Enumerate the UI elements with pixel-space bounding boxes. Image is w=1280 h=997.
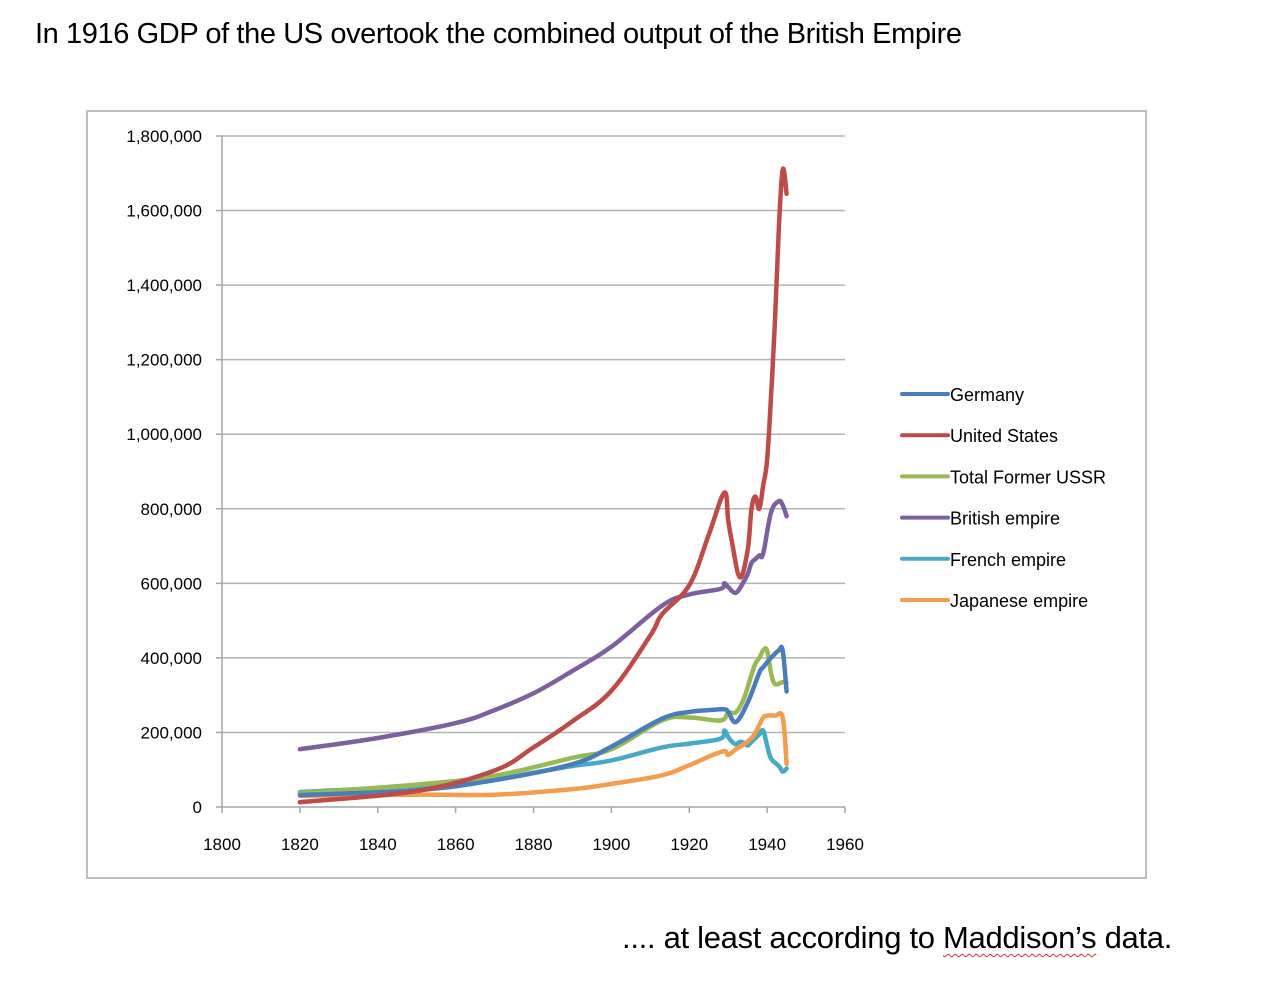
y-tick-label: 1,600,000 [126, 202, 202, 221]
footnote-source-name: Maddison’s [943, 920, 1097, 955]
footnote: .... at least according to Maddison’s da… [622, 920, 1172, 956]
y-tick-label: 600,000 [141, 574, 202, 593]
legend-label: British empire [950, 509, 1060, 529]
series-line-united-states [297, 166, 789, 805]
y-tick-label: 800,000 [141, 500, 202, 519]
y-tick-label: 200,000 [141, 723, 202, 742]
x-tick-label: 1940 [748, 835, 786, 854]
legend-item: British empire [900, 509, 1060, 529]
legend-item: Total Former USSR [900, 467, 1106, 487]
x-tick-label: 1860 [437, 835, 475, 854]
y-tick-label: 400,000 [141, 649, 202, 668]
footnote-suffix: data. [1096, 920, 1173, 955]
x-tick-label: 1920 [670, 835, 708, 854]
legend-item: Japanese empire [900, 591, 1088, 611]
legend-label: Japanese empire [950, 591, 1088, 611]
legend: Germany United States Total Former USSR Bri… [900, 385, 1106, 611]
legend-label: French empire [950, 550, 1066, 570]
x-tick-labels: 1800 1820 1840 1860 1880 1900 1920 1940 1960 [203, 835, 864, 854]
y-tick-labels: 0 200,000 400,000 600,000 800,000 1,000,000 1,… [126, 127, 202, 817]
axes [216, 135, 846, 813]
x-tick-label: 1960 [826, 835, 864, 854]
y-tick-label: 1,400,000 [126, 276, 202, 295]
y-tick-label: 1,800,000 [126, 127, 202, 146]
x-tick-label: 1900 [592, 835, 630, 854]
y-tick-label: 0 [193, 798, 202, 817]
slide-title: In 1916 GDP of the US overtook the combi… [35, 18, 962, 50]
legend-item: Germany [900, 385, 1024, 405]
legend-item: United States [900, 426, 1058, 446]
series-line-japanese-empire [297, 710, 789, 799]
y-tick-label: 1,000,000 [126, 425, 202, 444]
x-tick-label: 1880 [515, 835, 553, 854]
series-line-total-former-ussr [297, 646, 789, 796]
footnote-prefix: .... at least according to [622, 920, 944, 955]
series-line-british-empire [297, 498, 789, 752]
legend-label: United States [950, 426, 1058, 446]
legend-label: Total Former USSR [950, 467, 1106, 487]
y-tick-label: 1,200,000 [126, 351, 202, 370]
x-tick-label: 1800 [203, 835, 241, 854]
chart-frame [86, 110, 1147, 879]
series-lines [297, 166, 789, 805]
x-tick-label: 1840 [359, 835, 397, 854]
x-tick-label: 1820 [281, 835, 319, 854]
gridlines [222, 135, 845, 734]
legend-label: Germany [950, 385, 1024, 405]
legend-item: French empire [900, 550, 1066, 570]
series-line-germany [297, 644, 789, 798]
